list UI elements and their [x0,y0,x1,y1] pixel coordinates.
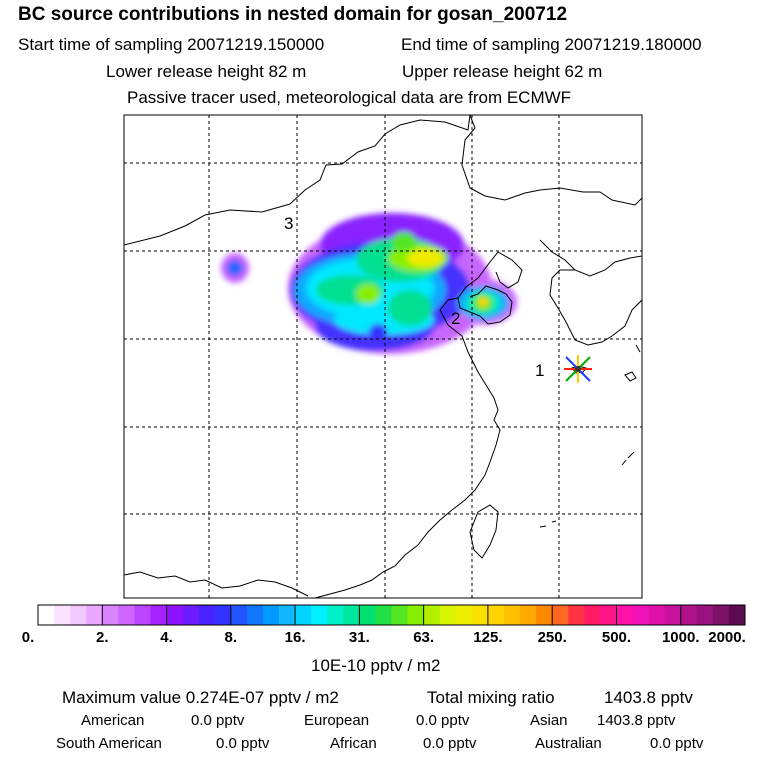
australian-label: Australian [535,735,602,752]
colorbar [37,604,746,626]
colorbar-swatch [375,605,392,625]
region-label-3: 3 [284,214,293,233]
colorbar-swatch [134,605,151,625]
lower-release-height: Lower release height 82 m [106,62,307,81]
upper-release-height: Upper release height 62 m [402,62,603,81]
colorbar-swatch [407,605,425,625]
colorbar-tick-label: 8. [224,629,238,646]
colorbar-swatch [471,605,489,625]
colorbar-swatch [648,605,666,625]
colorbar-swatch [728,605,746,625]
colorbar-swatch [295,605,312,625]
colorbar-swatch [439,605,457,625]
end-time: End time of sampling 20071219.180000 [401,35,702,54]
colorbar-tick-label: 0. [21,629,35,646]
region-label-2: 2 [451,309,460,328]
colorbar-tick-label: 16. [284,629,306,646]
colorbar-swatch [182,605,200,625]
colorbar-swatch [568,605,585,625]
colorbar-swatch [311,605,328,625]
african-value: 0.0 pptv [423,735,477,752]
colorbar-swatch [680,605,698,625]
tracer-note: Passive tracer used, meteorological data… [127,88,572,107]
colorbar-swatch [86,605,103,625]
colorbar-frame [37,604,746,626]
colorbar-swatch [455,605,473,625]
colorbar-tick-label: 250. [537,629,567,646]
colorbar-swatch [696,605,714,625]
colorbar-tick-label: 63. [413,629,435,646]
colorbar-swatch [423,605,441,625]
colorbar-swatch [712,605,730,625]
region-label-1: 1 [535,361,544,380]
colorbar-swatch [520,605,537,625]
european-value: 0.0 pptv [416,712,470,729]
american-value: 0.0 pptv [191,712,245,729]
colorbar-swatch [536,605,553,625]
colorbar-swatch [214,605,232,625]
colorbar-tick-label: 125. [473,629,503,646]
african-label: African [330,735,377,752]
colorbar-swatch [359,605,376,625]
colorbar-swatch [246,605,264,625]
american-label: American [81,712,145,729]
colorbar-swatch [54,605,71,625]
colorbar-swatch [632,605,649,625]
colorbar-swatch [102,605,119,625]
colorbar-swatch [70,605,87,625]
colorbar-swatch [198,605,216,625]
chart-title: BC source contributions in nested domain… [18,4,568,25]
colorbar-swatch [279,605,296,625]
colorbar-swatch [584,605,601,625]
colorbar-swatch [664,605,682,625]
total-mixing-ratio-label: Total mixing ratio [427,688,555,707]
colorbar-swatch [343,605,360,625]
colorbar-swatch [552,605,569,625]
south-american-label: South American [56,735,162,752]
colorbar-unit: 10E-10 pptv / m2 [311,656,441,675]
colorbar-swatch [38,605,55,625]
colorbar-swatch [616,605,633,625]
lat-lon-grid [124,115,642,598]
start-time: Start time of sampling 20071219.150000 [18,35,325,54]
colorbar-swatch [327,605,344,625]
australian-value: 0.0 pptv [650,735,704,752]
receptor-star-icon [564,355,592,383]
colorbar-swatch [600,605,617,625]
colorbar-swatch [118,605,135,625]
colorbar-swatch [230,605,248,625]
colorbar-swatch [166,605,184,625]
coastlines [124,115,642,598]
colorbar-tick-label: 2000. [708,629,746,646]
south-american-value: 0.0 pptv [216,735,270,752]
colorbar-swatch [503,605,521,625]
colorbar-swatch [150,605,167,625]
maximum-value: Maximum value 0.274E-07 pptv / m2 [62,688,339,707]
concentration-plume [221,213,517,354]
colorbar-swatch [391,605,408,625]
colorbar-tick-label: 500. [601,629,632,646]
colorbar-tick-label: 31. [348,629,370,646]
colorbar-swatch [262,605,280,625]
asian-value: 1403.8 pptv [597,712,676,729]
colorbar-tick-label: 4. [160,629,173,646]
european-label: European [304,712,370,729]
colorbar-tick-label: 1000. [661,629,700,646]
total-mixing-ratio-value: 1403.8 pptv [604,688,693,707]
map-frame [123,114,643,599]
asian-label: Asian [530,712,568,729]
colorbar-swatch [487,605,505,625]
colorbar-tick-label: 2. [96,629,109,646]
